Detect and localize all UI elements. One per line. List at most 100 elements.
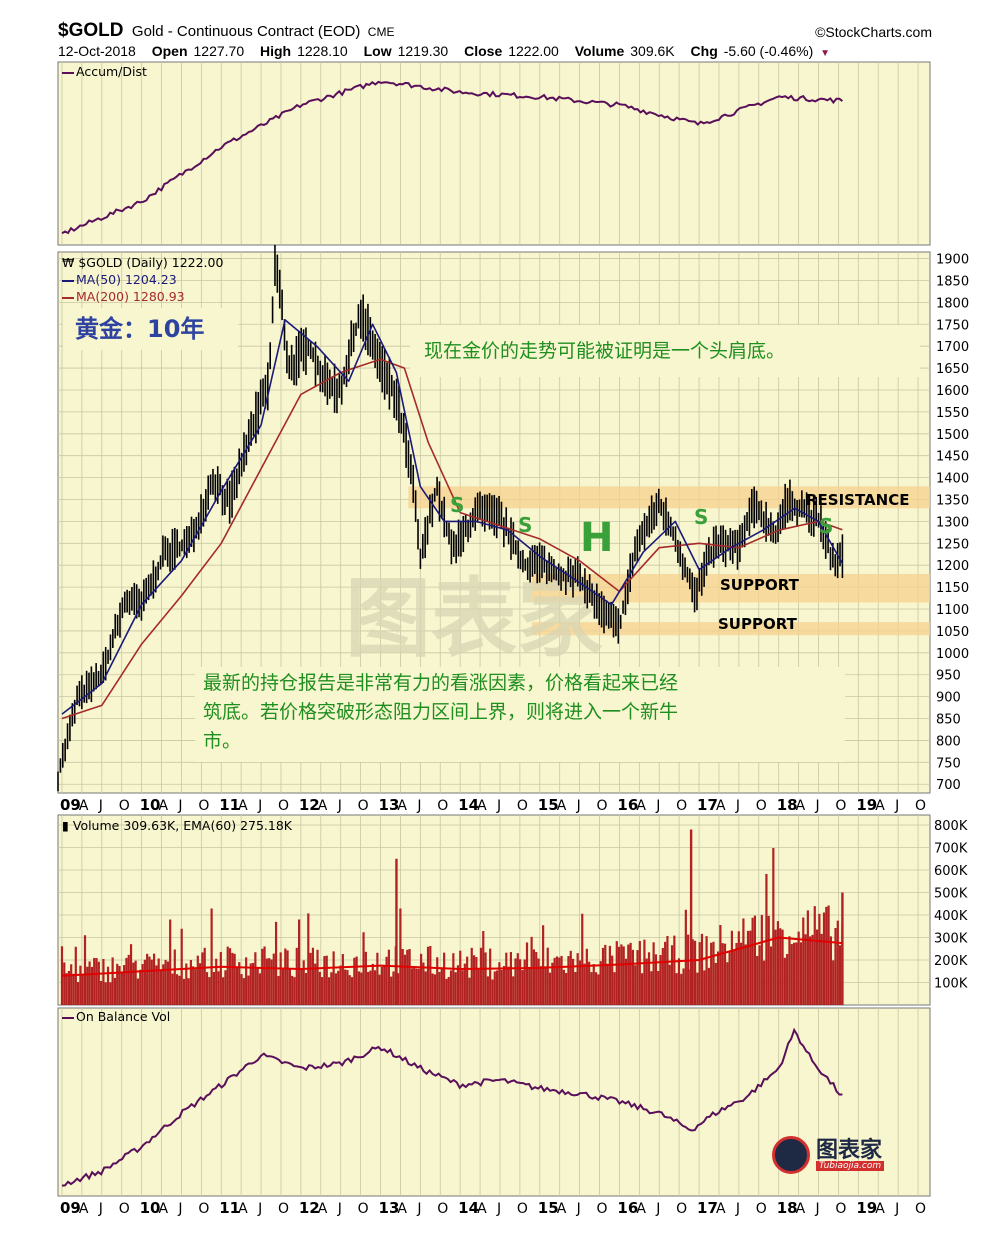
obv-x-tick: 16 xyxy=(617,1199,638,1217)
price-x-tick: A xyxy=(875,798,885,814)
price-x-tick: 11 xyxy=(219,796,240,814)
obv-x-tick: A xyxy=(318,1201,328,1217)
price-tick-label: 1700 xyxy=(936,340,969,355)
obv-line xyxy=(61,1027,843,1187)
head-label: H xyxy=(580,515,614,561)
price-x-tick: A xyxy=(238,798,248,814)
ma50-line xyxy=(61,319,844,715)
obv-x-tick: A xyxy=(79,1201,89,1217)
price-tick-label: 1550 xyxy=(936,406,969,421)
price-x-tick: J xyxy=(177,798,182,814)
volume-tick-label: 200K xyxy=(934,954,968,969)
obv-x-tick: J xyxy=(177,1201,182,1217)
zone-2 xyxy=(531,622,930,636)
symbol: $GOLD xyxy=(58,20,124,41)
down-triangle-icon: ▼ xyxy=(820,48,831,59)
quote-date: 12-Oct-2018 xyxy=(58,43,136,59)
price-x-tick: O xyxy=(835,798,846,814)
price-x-tick: O xyxy=(358,798,369,814)
obv-x-tick: 18 xyxy=(777,1199,798,1217)
obv-x-tick: A xyxy=(238,1201,248,1217)
logo-text: 图表家 xyxy=(816,1138,883,1163)
watermark: 图表家 xyxy=(345,569,603,669)
volume-bars-icon: ▮ xyxy=(62,818,73,833)
obv-x-tick: A xyxy=(796,1201,806,1217)
price-x-tick: 09 xyxy=(60,796,81,814)
obv-x-tick: O xyxy=(517,1201,528,1217)
price-x-tick: J xyxy=(337,798,342,814)
price-x-tick: 17 xyxy=(697,796,718,814)
volume-ema-line xyxy=(61,936,843,977)
volume-legend: ▮ Volume 309.63K, EMA(60) 275.18K xyxy=(62,818,293,833)
obv-legend: On Balance Vol xyxy=(62,1009,170,1024)
obv-x-tick: O xyxy=(597,1201,608,1217)
obv-x-tick: O xyxy=(278,1201,289,1217)
price-x-tick: J xyxy=(576,798,581,814)
price-tick-label: 1650 xyxy=(936,362,969,377)
pattern-note: 现在金价的走势可能被证明是一个头肩底。 xyxy=(410,325,920,377)
outlook-note: 最新的持仓报告是非常有力的看涨因素，价格看起来已经 筑底。若价格突破形态阻力区间… xyxy=(195,667,845,762)
ohlc-summary: 12-Oct-2018 Open 1227.70 High 1228.10 Low 1… xyxy=(58,43,831,59)
support-upper-label: SUPPORT xyxy=(720,576,799,594)
price-x-tick: J xyxy=(416,798,421,814)
chart-header: $GOLD Gold - Continuous Contract (EOD) C… xyxy=(58,20,394,42)
price-x-tick: O xyxy=(517,798,528,814)
chart-title-note: 黄金：10年 xyxy=(63,308,238,350)
obv-x-tick: 10 xyxy=(140,1199,161,1217)
price-x-tick: 16 xyxy=(617,796,638,814)
price-x-tick: A xyxy=(796,798,806,814)
price-x-tick: J xyxy=(815,798,820,814)
price-x-tick: J xyxy=(496,798,501,814)
price-x-tick: A xyxy=(716,798,726,814)
price-x-tick: 19 xyxy=(856,796,877,814)
price-tick-label: 1000 xyxy=(936,647,969,662)
instrument-description: Gold - Continuous Contract (EOD) xyxy=(131,23,361,40)
price-x-tick: A xyxy=(397,798,407,814)
ma200-line xyxy=(61,358,843,720)
obv-x-tick: J xyxy=(337,1201,342,1217)
accum-dist-legend: Accum/Dist xyxy=(62,64,147,79)
price-x-tick: O xyxy=(278,798,289,814)
obv-x-tick: 09 xyxy=(60,1199,81,1217)
price-tick-label: 700 xyxy=(936,778,961,793)
obv-x-tick: A xyxy=(875,1201,885,1217)
price-x-tick: A xyxy=(79,798,89,814)
stockcharts-brand: ©StockCharts.com xyxy=(815,24,932,40)
logo-subtext: Tubiaojia.com xyxy=(816,1161,885,1171)
price-tick-label: 1900 xyxy=(936,253,969,268)
price-tick-label: 1350 xyxy=(936,494,969,509)
low-value: 1219.30 xyxy=(397,43,449,59)
obv-x-tick: A xyxy=(397,1201,407,1217)
volume-tick-label: 100K xyxy=(934,977,968,992)
price-tick-label: 1600 xyxy=(936,384,969,399)
price-tick-label: 750 xyxy=(936,756,961,771)
obv-x-tick: O xyxy=(835,1201,846,1217)
candle-icon: ₩ xyxy=(62,255,79,270)
panel-acc xyxy=(57,61,931,246)
obv-x-tick: A xyxy=(159,1201,169,1217)
obv-x-tick: J xyxy=(894,1201,899,1217)
volume-tick-label: 300K xyxy=(934,932,968,947)
price-x-tick: J xyxy=(257,798,262,814)
price-x-tick: 13 xyxy=(379,796,400,814)
volume-tick-label: 500K xyxy=(934,887,968,902)
price-tick-label: 900 xyxy=(936,691,961,706)
price-x-tick: A xyxy=(636,798,646,814)
shoulder-label-1: S xyxy=(450,493,465,517)
price-tick-label: 850 xyxy=(936,713,961,728)
support-lower-label: SUPPORT xyxy=(718,615,797,633)
price-x-tick: O xyxy=(676,798,687,814)
zone-1 xyxy=(531,573,930,603)
obv-x-tick: 11 xyxy=(219,1199,240,1217)
obv-x-tick: J xyxy=(815,1201,820,1217)
price-tick-label: 1200 xyxy=(936,559,969,574)
price-tick-label: 1450 xyxy=(936,450,969,465)
obv-x-tick: 12 xyxy=(299,1199,320,1217)
close-value: 1222.00 xyxy=(508,43,559,59)
volume-tick-label: 800K xyxy=(934,819,968,834)
price-tick-label: 1300 xyxy=(936,515,969,530)
obv-x-tick: 19 xyxy=(856,1199,877,1217)
price-x-tick: O xyxy=(756,798,767,814)
logo-mascot-icon xyxy=(772,1136,810,1174)
